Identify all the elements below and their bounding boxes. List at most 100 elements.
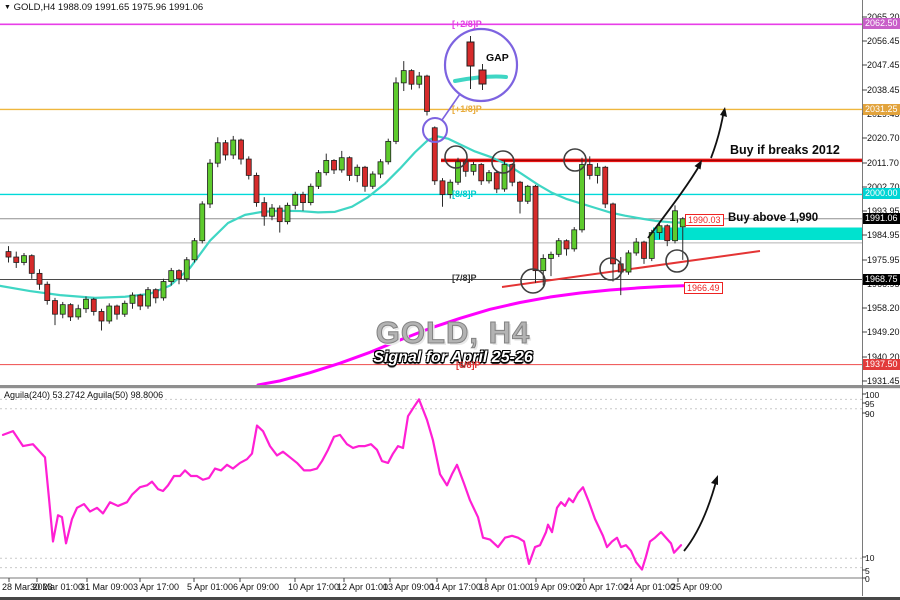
price-axis-label: 1931.45 [867, 376, 900, 386]
candle-body [238, 139, 244, 160]
candle-body [408, 70, 415, 85]
candle-body [230, 139, 237, 156]
candle-body [517, 181, 523, 202]
trend-arrow [710, 109, 725, 159]
date-axis-label: 3 Apr 17:00 [133, 582, 180, 592]
candle-body [524, 185, 531, 202]
price-axis-label: 1984.95 [867, 230, 900, 240]
analysis-circle [599, 257, 623, 281]
gap-magnifier-circle [443, 27, 519, 103]
candle-body [369, 173, 376, 187]
date-axis-label: 10 Apr 17:00 [288, 582, 340, 592]
candle-body [75, 308, 82, 318]
candle-body [214, 142, 221, 164]
price-axis-label: 1975.95 [867, 255, 900, 265]
candle-body [393, 82, 399, 142]
candle-body [338, 157, 345, 171]
candle-body [331, 160, 337, 171]
oscillator-scale-label: 100 [865, 390, 880, 400]
gap-inset-candle [466, 41, 475, 67]
candle-body [532, 185, 539, 272]
price-axis-label: 1993.95 [867, 206, 900, 216]
candle-body [447, 181, 454, 195]
price-axis-label: 2056.45 [867, 36, 900, 46]
candle-body [656, 225, 663, 233]
candle-body [424, 75, 430, 112]
candle-body [540, 257, 547, 272]
date-axis-label: 12 Apr 01:00 [337, 582, 389, 592]
candle-body [253, 174, 260, 204]
oscillator-line [1, 398, 683, 571]
murrey-level-label: [7/8]P [452, 273, 477, 283]
candle-body [300, 194, 306, 204]
oscillator-scale-label: 0 [865, 574, 870, 584]
candle-body [470, 164, 477, 172]
candle-body [137, 294, 144, 307]
candle-body [21, 255, 27, 263]
candle-body [152, 289, 159, 299]
candle-body [261, 202, 268, 217]
murrey-level-label: [8/8]P [452, 189, 477, 199]
price-axis-label: 2047.45 [867, 60, 900, 70]
price-axis-label: 1949.20 [867, 327, 900, 337]
candle-body [276, 207, 283, 223]
candle-body [478, 164, 485, 182]
candle-body [431, 127, 438, 182]
candle-body [36, 272, 43, 285]
oscillator-scale-label: 10 [865, 553, 875, 563]
candle-body [83, 298, 89, 310]
candle-body [52, 300, 58, 315]
trend-arrow [647, 162, 702, 239]
gap-label: GAP [486, 52, 509, 64]
candle-body [586, 164, 593, 176]
chart-symbol-dropdown-icon: ▼ [4, 4, 11, 11]
candle-body [362, 166, 368, 187]
trend-arrow-head [711, 475, 718, 485]
price-axis-highlight-label: 1937.50 [863, 359, 900, 370]
candle-body [307, 185, 314, 204]
date-axis-label: 25 Apr 09:00 [671, 582, 723, 592]
candle-body [222, 142, 229, 156]
price-axis-label: 1958.20 [867, 303, 900, 313]
date-axis-label: 24 Apr 01:00 [624, 582, 676, 592]
candle-body [183, 259, 190, 280]
date-axis-label: 20 Apr 17:00 [577, 582, 629, 592]
candle-body [315, 172, 322, 187]
chart-title-text: GOLD,H4 1988.09 1991.65 1975.96 1991.06 [13, 2, 204, 13]
candle-body [486, 172, 492, 182]
date-axis-label: 18 Apr 01:00 [479, 582, 531, 592]
candle-body [563, 240, 570, 250]
candle-body [571, 229, 578, 250]
trend-arrow [683, 477, 718, 552]
candle-body [245, 158, 252, 176]
candle-body [439, 180, 446, 195]
candle-body [129, 294, 136, 304]
date-axis-label: 30 Mar 01:00 [30, 582, 84, 592]
candle-body [90, 298, 97, 312]
candle-body [121, 302, 128, 315]
price-axis-label: 2011.70 [867, 158, 899, 168]
panel-separator[interactable] [0, 385, 900, 389]
indicator-label: Aguila(240) 53.2742 Aguila(50) 98.8006 [4, 390, 164, 400]
signal-caption: Signal for April 25-26 [373, 349, 533, 366]
analysis-circle [444, 145, 468, 169]
buy-above-annotation: Buy above 1,990 [728, 212, 819, 224]
price-axis-highlight-label: 2062.50 [863, 18, 900, 29]
candle-body [509, 164, 516, 183]
candle-body [416, 75, 423, 85]
candle-body [400, 70, 407, 84]
trend-arrow-head [720, 107, 727, 117]
candle-body [664, 225, 671, 242]
price-tag-1966: 1966.49 [684, 282, 723, 294]
buy-if-breaks-annotation: Buy if breaks 2012 [730, 143, 840, 157]
candle-body [59, 304, 66, 315]
price-axis-label: 2038.45 [867, 85, 900, 95]
murrey-level-label: [+2/8]P [452, 19, 482, 29]
gap-inset-candle [478, 69, 487, 85]
murrey-level-label: [+1/8]P [452, 104, 482, 114]
candle-body [602, 166, 609, 205]
gap-small-circle [422, 117, 448, 143]
price-axis-highlight-label: 2000.00 [863, 188, 900, 199]
